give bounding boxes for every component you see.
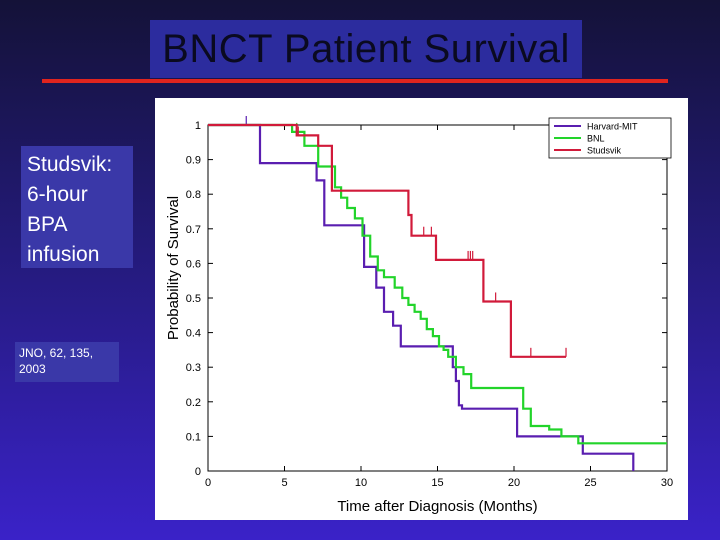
x-tick-label: 25 xyxy=(584,477,596,489)
y-tick-label: 0.6 xyxy=(186,258,201,270)
x-tick-label: 30 xyxy=(661,477,673,489)
y-tick-label: 0 xyxy=(195,466,201,478)
y-tick-label: 0.5 xyxy=(186,293,201,305)
x-tick-label: 10 xyxy=(355,477,367,489)
protocol-note: Studsvik: 6-hour BPA infusion xyxy=(21,146,133,268)
y-tick-label: 0.1 xyxy=(186,431,201,443)
y-axis-title: Probability of Survival xyxy=(165,196,182,340)
protocol-note-line: 6-hour xyxy=(27,183,88,206)
y-tick-label: 0.3 xyxy=(186,362,201,374)
slide-title-box: BNCT Patient Survival xyxy=(150,20,582,78)
series-line-harvard-mit xyxy=(208,123,635,471)
x-tick-label: 15 xyxy=(431,477,443,489)
title-underline xyxy=(42,79,668,83)
protocol-note-line: infusion xyxy=(27,243,100,266)
y-tick-label: 0.2 xyxy=(186,397,201,409)
x-axis-title: Time after Diagnosis (Months) xyxy=(337,498,537,515)
y-tick-label: 0.7 xyxy=(186,224,201,236)
protocol-note-line: BPA xyxy=(27,213,68,236)
legend-label: Harvard-MIT xyxy=(587,122,638,132)
legend-label: BNL xyxy=(587,134,605,144)
x-tick-label: 20 xyxy=(508,477,520,489)
x-tick-label: 5 xyxy=(281,477,287,489)
reference-note: JNO, 62, 135, 2003 xyxy=(15,342,119,382)
y-tick-label: 1 xyxy=(195,120,201,132)
slide-title: BNCT Patient Survival xyxy=(162,26,570,71)
y-tick-label: 0.4 xyxy=(186,328,201,340)
legend-label: Studsvik xyxy=(587,146,622,156)
protocol-note-line: Studsvik: xyxy=(27,153,113,176)
plot-frame xyxy=(207,124,668,472)
series-line-bnl xyxy=(208,123,667,445)
chart-panel: 0 0.1 0.2 0.3 0.4 0.5 0.6 0.7 0.8 0.9 1 0 5 10 15 20 25 3… xyxy=(155,98,688,520)
reference-line: 2003 xyxy=(19,362,46,376)
y-tick-label: 0.8 xyxy=(186,189,201,201)
y-tick-label: 0.9 xyxy=(186,155,201,167)
reference-line: JNO, 62, 135, xyxy=(19,346,94,360)
survival-chart: 00.10.20.30.40.50.60.70.80.910 5 10 15 20 25 3… xyxy=(165,116,673,515)
x-tick-label: 0 xyxy=(205,477,211,489)
series-line-studsvik xyxy=(208,123,566,358)
